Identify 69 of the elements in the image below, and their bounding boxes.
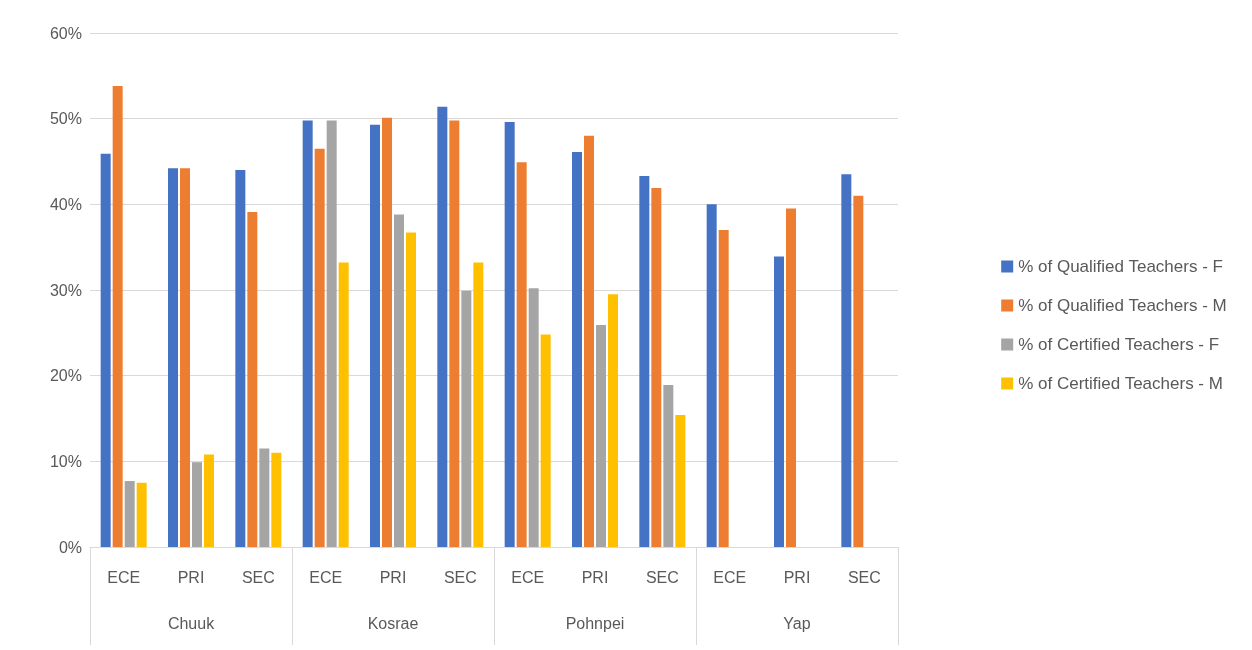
legend-label: % of Certified Teachers - F — [1018, 335, 1220, 354]
bar — [516, 162, 527, 547]
x-tick-label: SEC — [443, 568, 477, 586]
x-tick-label: PRI — [177, 568, 205, 586]
bar — [675, 415, 686, 547]
bar — [584, 135, 594, 547]
bar — [271, 452, 282, 547]
y-tick-label: 0% — [58, 538, 82, 556]
x-tick-label: PRI — [581, 568, 609, 586]
bar — [449, 120, 460, 547]
y-tick-label: 20% — [49, 367, 82, 385]
bar — [314, 148, 325, 547]
y-tick-label: 30% — [49, 281, 82, 299]
bar — [473, 262, 484, 547]
bar — [326, 120, 337, 547]
text: Yap — [783, 614, 811, 632]
bar — [639, 176, 650, 547]
x-tick-label: SEC — [847, 568, 881, 586]
bar — [124, 481, 135, 547]
x-tick-label: ECE — [511, 568, 545, 586]
bar — [302, 120, 313, 547]
bar — [394, 214, 404, 547]
bar — [461, 290, 472, 547]
bar — [180, 168, 190, 547]
bar — [706, 204, 717, 547]
bar — [370, 124, 380, 547]
bar — [100, 153, 111, 547]
x-tick-label: PRI — [379, 568, 407, 586]
bar — [540, 334, 551, 547]
bar — [608, 294, 618, 547]
bar — [437, 106, 448, 547]
text: Pohnpei — [565, 614, 625, 632]
bar — [774, 256, 784, 547]
y-tick-label: 40% — [49, 195, 82, 213]
bar — [718, 230, 729, 547]
bar — [841, 174, 852, 547]
x-tick-label: ECE — [309, 568, 343, 586]
x-tick-label: SEC — [241, 568, 275, 586]
bar — [382, 117, 392, 547]
y-tick-label: 50% — [49, 110, 82, 128]
legend-label: % of Qualified Teachers - F — [1018, 257, 1223, 276]
bar — [504, 122, 515, 547]
bar — [235, 170, 246, 547]
bar — [406, 232, 416, 547]
legend-label: % of Qualified Teachers - M — [1018, 296, 1227, 315]
bar — [596, 325, 606, 547]
x-tick-label: SEC — [645, 568, 679, 586]
y-tick-label: 60% — [49, 24, 82, 42]
bar — [112, 86, 123, 547]
legend-label: % of Certified Teachers - M — [1018, 374, 1223, 393]
bar — [192, 462, 202, 547]
bar — [204, 454, 214, 547]
bar — [168, 168, 178, 547]
bar — [259, 448, 270, 547]
bar — [528, 288, 539, 547]
text: Kosrae — [367, 614, 419, 632]
text: Chuuk — [167, 614, 216, 632]
bar — [786, 208, 796, 547]
x-tick-label: PRI — [783, 568, 811, 586]
x-tick-label: ECE — [713, 568, 747, 586]
bar — [572, 152, 582, 547]
x-tick-label: ECE — [107, 568, 141, 586]
bar — [651, 188, 662, 547]
bar — [853, 195, 864, 547]
y-tick-label: 10% — [49, 452, 82, 470]
bar — [338, 262, 349, 547]
bar — [247, 212, 258, 547]
bar — [663, 385, 674, 547]
bar — [136, 482, 147, 547]
